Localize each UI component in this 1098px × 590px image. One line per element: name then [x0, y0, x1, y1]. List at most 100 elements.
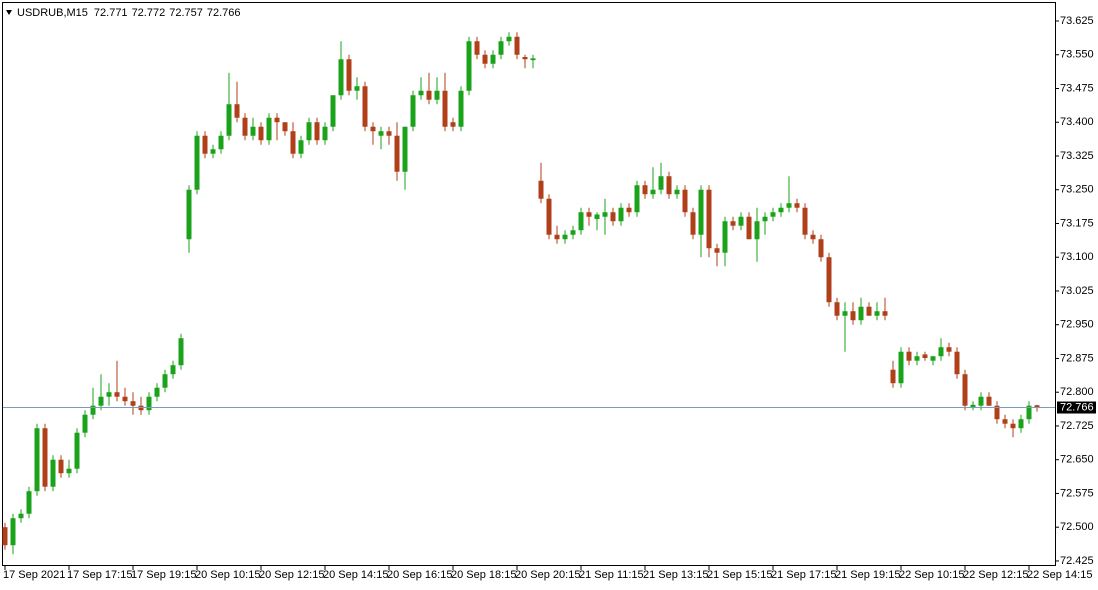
x-tick-label: 20 Sep 18:15 — [451, 569, 516, 581]
candle-body — [362, 86, 368, 127]
y-tick-label: 73.475 — [1060, 82, 1094, 94]
candle-body — [146, 396, 152, 411]
candle-body — [50, 459, 56, 487]
candle-body — [1034, 405, 1040, 408]
y-tick-label: 72.800 — [1060, 386, 1094, 398]
candle-body — [274, 117, 280, 123]
candle-body — [890, 369, 896, 384]
candle-body — [226, 104, 232, 136]
candle-body — [490, 54, 496, 64]
candle-body — [898, 351, 904, 384]
candle-body — [810, 234, 816, 240]
candle-body — [698, 189, 704, 235]
candle-body — [194, 135, 200, 190]
candle-body — [434, 90, 440, 100]
price-label: 72.766 — [1060, 401, 1094, 413]
candle-body — [442, 90, 448, 127]
candle-body — [650, 189, 656, 195]
y-tick-label: 72.875 — [1060, 352, 1094, 364]
candle-body — [986, 396, 992, 406]
x-tick-label: 21 Sep 15:15 — [707, 569, 772, 581]
x-tick-label: 17 Sep 19:15 — [131, 569, 196, 581]
candle-body — [618, 207, 624, 222]
candle-body — [954, 351, 960, 375]
candle-body — [634, 185, 640, 213]
y-tick-label: 72.950 — [1060, 319, 1094, 331]
candle-body — [778, 207, 784, 213]
candle-body — [130, 401, 136, 406]
candle-body — [642, 185, 648, 195]
candle-body — [90, 405, 96, 415]
menu-arrow[interactable] — [6, 10, 12, 15]
candle-body — [1026, 405, 1032, 420]
candle-body — [114, 392, 120, 397]
y-tick-label: 72.725 — [1060, 420, 1094, 432]
x-tick-label: 20 Sep 20:15 — [515, 569, 580, 581]
candle-body — [850, 311, 856, 321]
candle-body — [906, 351, 912, 361]
x-tick-label: 21 Sep 19:15 — [835, 569, 900, 581]
candle-body — [1002, 419, 1008, 424]
candle-body — [298, 140, 304, 154]
candle-body — [714, 248, 720, 253]
candle-body — [18, 513, 24, 519]
candle-body — [386, 131, 392, 136]
candle-body — [186, 189, 192, 240]
header-close: 72.766 — [207, 7, 241, 19]
x-tick-label: 20 Sep 16:15 — [387, 569, 452, 581]
candle-body — [66, 468, 72, 474]
candle-body — [994, 405, 1000, 420]
candle-body — [514, 36, 520, 55]
candle-body — [178, 338, 184, 366]
candle-body — [554, 234, 560, 240]
x-tick-label: 17 Sep 17:15 — [67, 569, 132, 581]
y-tick-label: 72.500 — [1060, 521, 1094, 533]
candle-body — [26, 491, 32, 514]
candle-body — [498, 41, 504, 55]
candle-body — [594, 214, 600, 219]
y-tick-label: 73.175 — [1060, 217, 1094, 229]
symbol: USDRUB,M15 — [17, 7, 88, 19]
candle-body — [938, 347, 944, 357]
y-tick-label: 72.425 — [1060, 555, 1094, 567]
candle-body — [82, 414, 88, 433]
candle-body — [418, 90, 424, 96]
candle-body — [378, 131, 384, 136]
x-tick-label: 21 Sep 17:15 — [771, 569, 836, 581]
candle-body — [730, 221, 736, 226]
header-low: 72.757 — [169, 7, 203, 19]
candle-body — [922, 354, 928, 359]
y-tick-label: 73.625 — [1060, 15, 1094, 27]
candle-body — [338, 59, 344, 96]
candle-body — [682, 189, 688, 213]
candle-body — [370, 126, 376, 132]
x-tick-label: 20 Sep 10:15 — [195, 569, 260, 581]
candle-body — [210, 149, 216, 154]
x-tick-label: 22 Sep 10:15 — [899, 569, 964, 581]
plot-frame — [2, 2, 1056, 566]
candle-body — [290, 131, 296, 154]
candle-body — [354, 86, 360, 91]
y-tick-label: 73.025 — [1060, 285, 1094, 297]
candle-body — [978, 396, 984, 406]
candle-body — [466, 41, 472, 91]
x-tick-label: 20 Sep 12:15 — [259, 569, 324, 581]
x-tick-label: 21 Sep 11:15 — [579, 569, 644, 581]
candle-body — [394, 135, 400, 172]
candle-body — [242, 117, 248, 136]
candle-body — [74, 432, 80, 469]
candle-body — [626, 207, 632, 213]
candle-body — [106, 392, 112, 397]
candle-body — [602, 212, 608, 217]
candle-body — [970, 404, 976, 408]
candle-body — [426, 90, 432, 100]
price-label-box — [1057, 401, 1096, 414]
x-tick-label: 21 Sep 13:15 — [643, 569, 708, 581]
candle-body — [866, 306, 872, 316]
candle-body — [10, 518, 16, 546]
y-tick-label: 72.650 — [1060, 454, 1094, 466]
x-tick-label: 22 Sep 12:15 — [963, 569, 1028, 581]
y-tick-label: 72.575 — [1060, 487, 1094, 499]
candle-body — [202, 135, 208, 154]
